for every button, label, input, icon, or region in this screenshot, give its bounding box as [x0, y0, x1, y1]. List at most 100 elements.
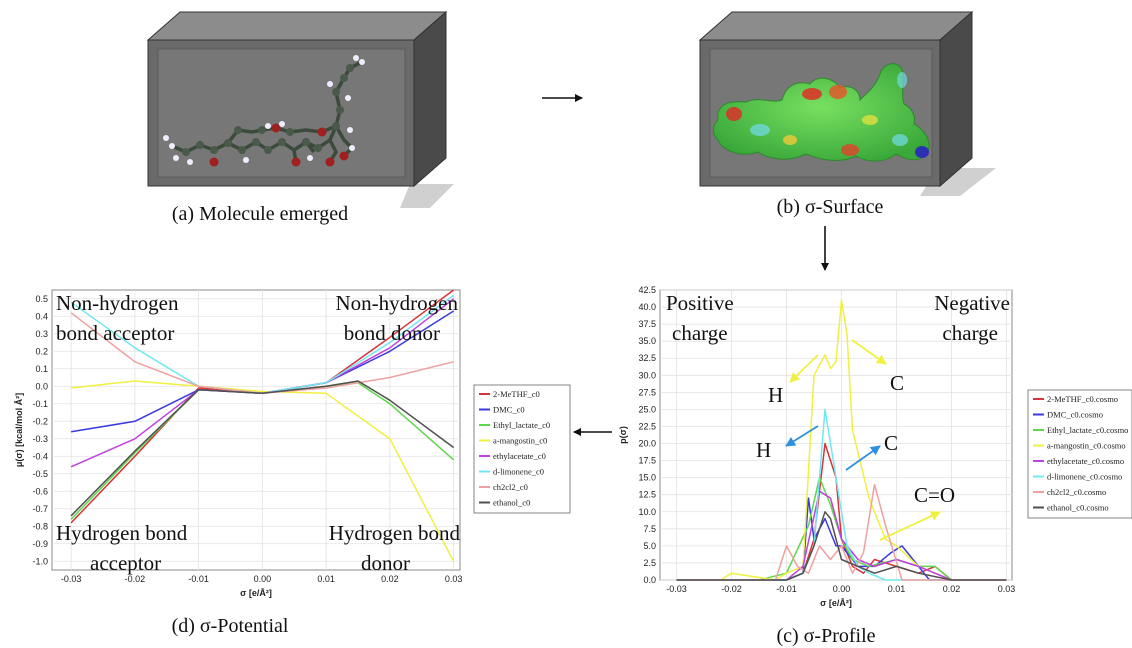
profile-x-axis-label: σ [e/Å²] — [820, 598, 852, 608]
potential-series-lines — [70, 289, 455, 562]
annotation-negative-line2: charge — [942, 321, 998, 345]
x-tick-label: 0.01 — [317, 574, 335, 584]
legend-label: 2-MeTHF_c0 — [493, 389, 540, 399]
y-tick-label: -0.3 — [32, 434, 48, 444]
legend-label: ethylacetate_c0.cosmo — [1047, 456, 1124, 466]
x-tick-label: 0.02 — [943, 584, 961, 594]
sigma-surface-blob — [713, 63, 930, 162]
legend-label: a-mangostin_c0.cosmo — [1047, 441, 1126, 451]
annotation-non-hb-donor-line1: Non-hydrogen — [336, 291, 459, 315]
x-tick-label: -0.02 — [125, 574, 146, 584]
series-line-2-MeTHF_c0.cosmo — [676, 442, 1007, 581]
x-tick-label: -0.01 — [776, 584, 797, 594]
legend-label: ch2cl2_c0.cosmo — [1047, 487, 1106, 497]
legend-label: a-mangostin_c0 — [493, 436, 547, 446]
surface-cyan-patch — [897, 72, 907, 88]
annotation-positive-line1: Positive — [666, 291, 734, 315]
y-tick-label: 22.5 — [638, 421, 656, 431]
legend-label: ethylacetate_c0 — [493, 451, 546, 461]
annotation-hb-acceptor-line1: Hydrogen bond — [56, 521, 188, 545]
caption-d: (d) σ-Potential — [172, 615, 289, 637]
x-tick-label: 0.00 — [833, 584, 851, 594]
potential-legend: 2-MeTHF_c0 DMC_c0 Ethyl_lactate_c0 a-mangos… — [473, 384, 571, 514]
y-tick-label: 25.0 — [638, 404, 656, 414]
potential-grid — [52, 290, 460, 570]
y-tick-label: -0.1 — [32, 399, 48, 409]
y-tick-label: 2.5 — [643, 558, 656, 568]
arrow-H2 — [785, 425, 819, 447]
y-tick-label: 10.0 — [638, 507, 656, 517]
surface-red-patch — [802, 88, 822, 100]
x-tick-label: -0.03 — [666, 584, 687, 594]
series-line-ch2cl2_c0.cosmo — [676, 483, 1007, 581]
x-tick-label: -0.01 — [188, 574, 209, 584]
x-tick-label: 0.03 — [998, 584, 1016, 594]
y-tick-label: 0.0 — [643, 575, 656, 585]
y-tick-label: 15.0 — [638, 473, 656, 483]
legend-label: ethanol_c0.cosmo — [1047, 503, 1109, 513]
annotation-C2: C — [884, 431, 898, 455]
surface-cyan-patch — [750, 124, 770, 136]
annotation-non-hb-donor-line2: bond donor — [344, 321, 440, 345]
profile-series-lines — [676, 299, 1007, 581]
series-line-Ethyl_lactate_c0.cosmo — [676, 476, 1007, 581]
y-tick-label: 27.5 — [638, 387, 656, 397]
y-tick-label: -0.7 — [32, 504, 48, 514]
y-tick-label: 20.0 — [638, 439, 656, 449]
annotation-CO: C=O — [914, 483, 955, 507]
y-tick-label: 12.5 — [638, 490, 656, 500]
y-tick-label: 0.2 — [35, 346, 48, 356]
series-line-a-mangostin_c0 — [71, 380, 455, 562]
surface-box — [698, 10, 996, 196]
annotation-H2: H — [756, 438, 771, 462]
sigma-profile-chart: -0.03 -0.02 -0.01 0.00 0.01 0.02 0.03 42.5 40.0 3… — [618, 285, 1132, 608]
molecule-box — [146, 10, 454, 208]
y-tick-label: 0.4 — [35, 311, 48, 321]
caption-a: (a) Molecule emerged — [172, 203, 348, 225]
y-tick-label: 42.5 — [638, 285, 656, 295]
y-tick-label: 32.5 — [638, 353, 656, 363]
y-tick-label: -0.6 — [32, 486, 48, 496]
y-tick-label: -0.8 — [32, 521, 48, 531]
surface-yellow-patch — [783, 135, 797, 145]
surface-red-patch — [726, 107, 742, 121]
x-tick-label: -0.03 — [61, 574, 82, 584]
potential-tick-labels: -0.03 -0.02 -0.01 0.00 0.01 0.02 0.03 0.5 0.4 0.3… — [32, 294, 462, 584]
surface-cyan-patch — [892, 134, 908, 146]
profile-tick-labels: -0.03 -0.02 -0.01 0.00 0.01 0.02 0.03 42.5 40.0 3… — [638, 285, 1015, 594]
arrow-C1 — [851, 339, 887, 365]
legend-label: ch2cl2_c0 — [493, 482, 528, 492]
y-tick-label: -0.9 — [32, 539, 48, 549]
profile-legend: 2-MeTHF_c0.cosmo DMC_c0.cosmo Ethyl_lactat… — [1027, 389, 1132, 519]
series-line-ethanol_c0 — [70, 380, 455, 517]
x-tick-label: 0.00 — [254, 574, 272, 584]
y-tick-label: 17.5 — [638, 456, 656, 466]
series-line-DMC_c0.cosmo — [676, 497, 1007, 581]
caption-c: (c) σ-Profile — [776, 625, 875, 647]
annotation-hb-donor-line1: Hydrogen bond — [329, 521, 461, 545]
annotation-hb-acceptor-line2: acceptor — [90, 551, 161, 575]
x-tick-label: 0.02 — [381, 574, 399, 584]
profile-y-axis-label: p(σ) — [618, 426, 628, 444]
annotation-H1: H — [768, 383, 783, 407]
legend-label: Ethyl_lactate_c0.cosmo — [1047, 425, 1128, 435]
surface-red-patch — [829, 85, 847, 99]
arrow-C2 — [845, 445, 881, 471]
annotation-C1: C — [890, 371, 904, 395]
y-tick-label: 30.0 — [638, 370, 656, 380]
arrow-CO — [879, 511, 941, 541]
y-tick-label: 0.1 — [35, 364, 48, 374]
surface-yellow-patch — [862, 115, 878, 125]
molecule-atoms — [163, 55, 365, 167]
surface-red-patch — [841, 144, 859, 156]
y-tick-label: -0.5 — [32, 469, 48, 479]
caption-b: (b) σ-Surface — [777, 196, 884, 218]
annotation-non-hb-acceptor-line1: Non-hydrogen — [56, 291, 179, 315]
y-tick-label: 35.0 — [638, 336, 656, 346]
sigma-potential-chart: -0.03 -0.02 -0.01 0.00 0.01 0.02 0.03 0.5 0.4 0.3… — [14, 289, 571, 598]
y-tick-label: 37.5 — [638, 319, 656, 329]
y-tick-label: 40.0 — [638, 302, 656, 312]
x-tick-label: 0.03 — [445, 574, 463, 584]
y-tick-label: 7.5 — [643, 524, 656, 534]
